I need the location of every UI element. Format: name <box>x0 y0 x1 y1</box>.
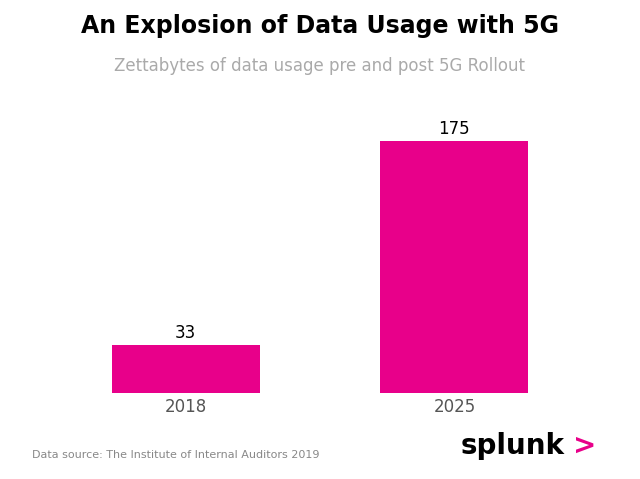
Text: 175: 175 <box>438 120 470 138</box>
Text: Data source: The Institute of Internal Auditors 2019: Data source: The Institute of Internal A… <box>32 450 319 460</box>
Bar <box>112 345 260 393</box>
Text: 33: 33 <box>175 324 196 342</box>
Text: Zettabytes of data usage pre and post 5G Rollout: Zettabytes of data usage pre and post 5G… <box>115 57 525 76</box>
Text: An Explosion of Data Usage with 5G: An Explosion of Data Usage with 5G <box>81 14 559 38</box>
Bar <box>380 141 528 393</box>
Text: splunk: splunk <box>461 432 564 460</box>
Text: >: > <box>573 432 596 460</box>
